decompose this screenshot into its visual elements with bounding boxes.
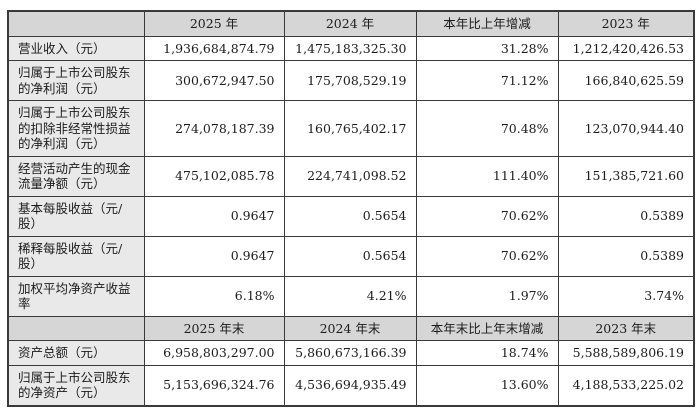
value-2025: 5,153,696,324.76 (143, 364, 285, 406)
value-2025: 475,102,085.78 (143, 155, 285, 197)
value-2023: 4,188,533,225.02 (557, 364, 695, 406)
value-2024: 1,475,183,325.30 (283, 35, 417, 61)
value-change: 70.48% (415, 100, 559, 157)
value-2024: 0.5654 (283, 195, 417, 237)
value-2025: 0.9647 (143, 235, 285, 277)
value-2024: 5,860,673,166.39 (283, 340, 417, 366)
row-label: 稀释每股收益（元/股） (7, 235, 145, 277)
value-2025: 300,672,947.50 (143, 60, 285, 101)
table-row-revenue: 营业收入（元） 1,936,684,874.79 1,475,183,325.3… (7, 35, 695, 61)
header-yoy-change: 本年比上年增减 (415, 10, 559, 37)
value-2025: 6.18% (143, 275, 285, 317)
value-2025: 274,078,187.39 (143, 100, 285, 157)
value-2024: 0.5654 (283, 235, 417, 277)
value-2025: 1,936,684,874.79 (143, 35, 285, 61)
table-row-basic-eps: 基本每股收益（元/股） 0.9647 0.5654 70.62% 0.5389 (7, 195, 695, 237)
value-change: 31.28% (415, 35, 559, 61)
header-corner-cell (7, 10, 145, 37)
row-label: 营业收入（元） (7, 35, 145, 61)
value-change: 70.62% (415, 195, 559, 237)
table-row-net-assets: 归属于上市公司股东的净资产（元） 5,153,696,324.76 4,536,… (7, 364, 695, 406)
header-year-end-change: 本年末比上年末增减 (415, 315, 559, 341)
value-2024: 175,708,529.19 (283, 60, 417, 101)
header-year-2024: 2024 年 (283, 10, 417, 37)
value-change: 18.74% (415, 340, 559, 366)
table-row-total-assets: 资产总额（元） 6,958,803,297.00 5,860,673,166.3… (7, 340, 695, 366)
period-header-row: 2025 年 2024 年 本年比上年增减 2023 年 (7, 10, 695, 37)
value-2025: 0.9647 (143, 195, 285, 237)
value-2023: 0.5389 (557, 195, 695, 237)
row-label: 资产总额（元） (7, 340, 145, 366)
header-year-2025: 2025 年 (143, 10, 285, 37)
value-change: 1.97% (415, 275, 559, 317)
table-row-operating-cash-flow: 经营活动产生的现金流量净额（元） 475,102,085.78 224,741,… (7, 155, 695, 197)
row-label: 归属于上市公司股东的净利润（元） (7, 60, 145, 101)
header-year-2023: 2023 年 (557, 10, 695, 37)
value-2024: 4.21% (283, 275, 417, 317)
value-2023: 166,840,625.59 (557, 60, 695, 101)
value-2023: 3.74% (557, 275, 695, 317)
value-2023: 151,385,721.60 (557, 155, 695, 197)
value-2024: 4,536,694,935.49 (283, 364, 417, 406)
value-change: 13.60% (415, 364, 559, 406)
value-2024: 160,765,402.17 (283, 100, 417, 157)
row-label: 加权平均净资产收益率 (7, 275, 145, 317)
value-2023: 0.5389 (557, 235, 695, 277)
row-label: 经营活动产生的现金流量净额（元） (7, 155, 145, 197)
header-year-end-2025: 2025 年末 (143, 315, 285, 341)
row-label: 归属于上市公司股东的扣除非经常性损益的净利润（元） (7, 100, 145, 157)
row-label: 归属于上市公司股东的净资产（元） (7, 364, 145, 406)
value-change: 71.12% (415, 60, 559, 101)
value-2023: 5,588,589,806.19 (557, 340, 695, 366)
table-row-weighted-roe: 加权平均净资产收益率 6.18% 4.21% 1.97% 3.74% (7, 275, 695, 317)
header-year-end-2023: 2023 年末 (557, 315, 695, 341)
financial-summary-table: 2025 年 2024 年 本年比上年增减 2023 年 营业收入（元） 1,9… (7, 10, 695, 407)
value-2025: 6,958,803,297.00 (143, 340, 285, 366)
table-row-diluted-eps: 稀释每股收益（元/股） 0.9647 0.5654 70.62% 0.5389 (7, 235, 695, 277)
table-row-net-profit: 归属于上市公司股东的净利润（元） 300,672,947.50 175,708,… (7, 60, 695, 101)
row-label: 基本每股收益（元/股） (7, 195, 145, 237)
table-row-net-profit-deducted: 归属于上市公司股东的扣除非经常性损益的净利润（元） 274,078,187.39… (7, 100, 695, 157)
value-2024: 224,741,098.52 (283, 155, 417, 197)
value-change: 70.62% (415, 235, 559, 277)
value-change: 111.40% (415, 155, 559, 197)
header-year-end-2024: 2024 年末 (283, 315, 417, 341)
value-2023: 1,212,420,426.53 (557, 35, 695, 61)
period-end-header-row: 2025 年末 2024 年末 本年末比上年末增减 2023 年末 (7, 315, 695, 341)
header-corner-cell (7, 315, 145, 341)
value-2023: 123,070,944.40 (557, 100, 695, 157)
